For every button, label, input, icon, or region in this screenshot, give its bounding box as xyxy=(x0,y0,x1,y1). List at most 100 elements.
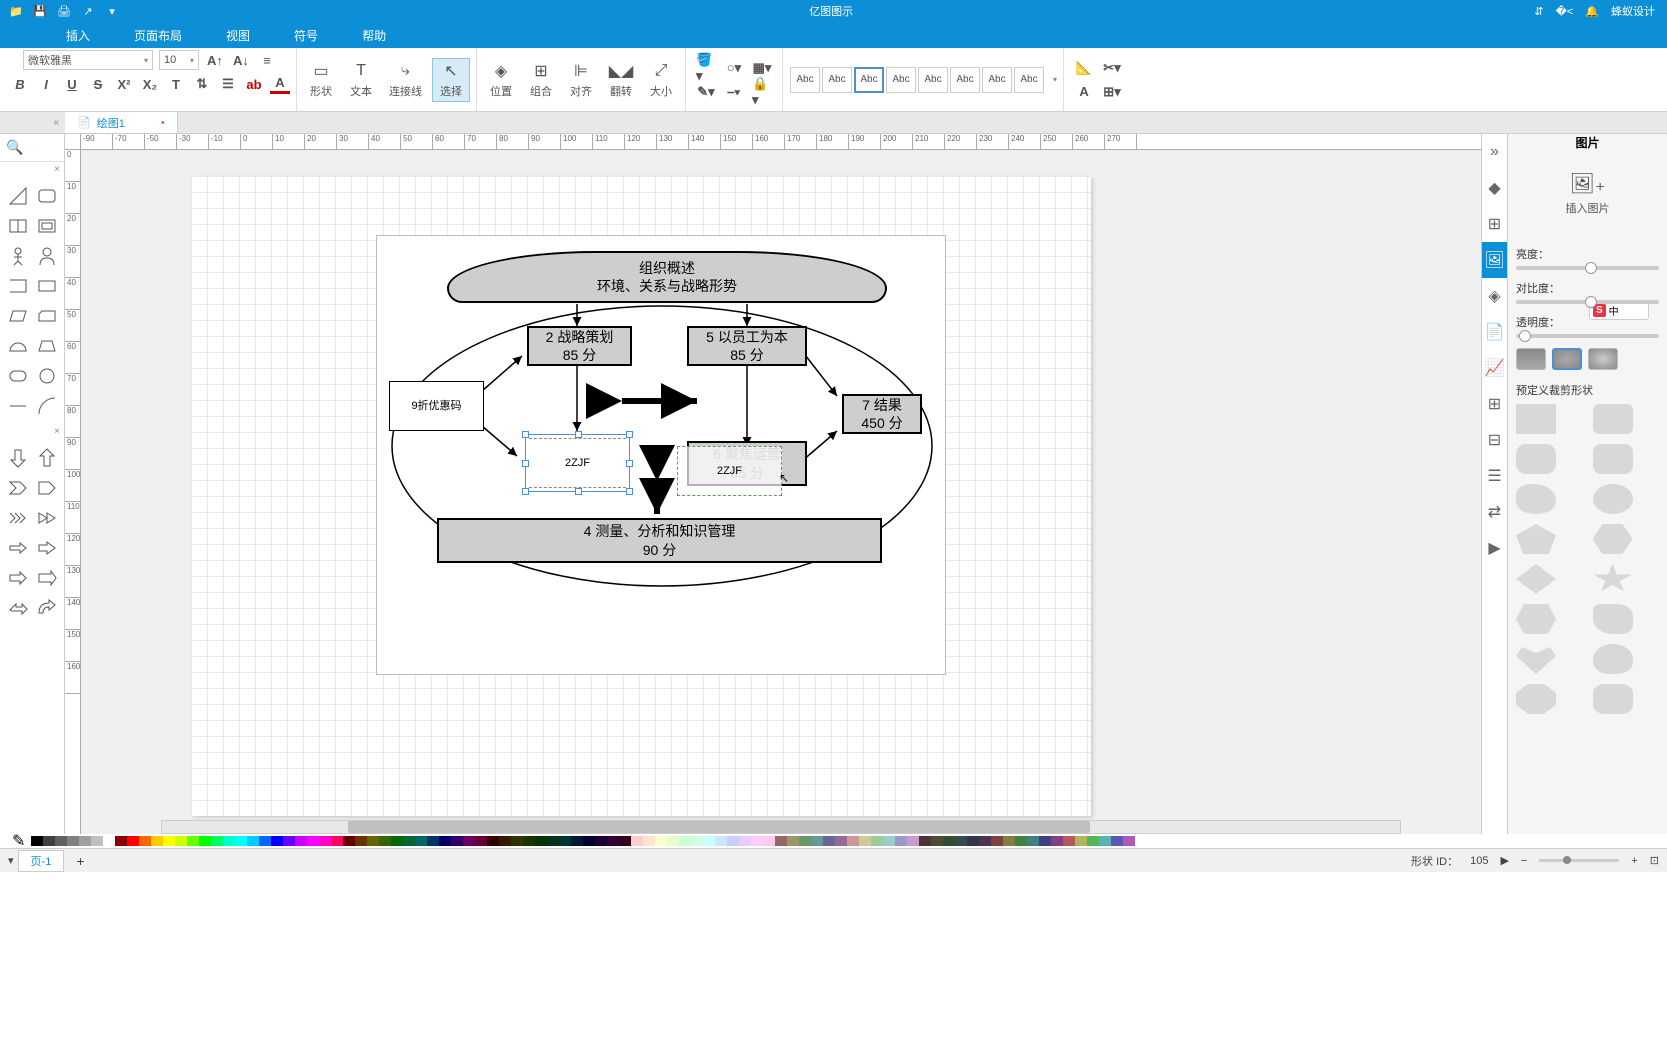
color-swatch[interactable] xyxy=(163,836,175,846)
shape-circle[interactable] xyxy=(35,364,58,388)
zoom-in-icon[interactable]: + xyxy=(1631,855,1637,867)
color-swatch[interactable] xyxy=(499,836,511,846)
color-swatch[interactable] xyxy=(943,836,955,846)
shape-outline-icon[interactable]: ○▾ xyxy=(724,58,744,78)
share-icon[interactable]: �< xyxy=(1556,5,1574,18)
font-increase-icon[interactable]: A↑ xyxy=(205,50,225,70)
color-swatch[interactable] xyxy=(799,836,811,846)
color-swatch[interactable] xyxy=(199,836,211,846)
canvas[interactable]: 组织概述 环境、关系与战略形势 2 战略策划 85 分 5 以员工为本 85 分 xyxy=(81,150,1481,834)
shape-chevron[interactable] xyxy=(6,476,29,500)
color-swatch[interactable] xyxy=(859,836,871,846)
shape-arc[interactable] xyxy=(35,394,58,418)
menu-symbol[interactable]: 符号 xyxy=(272,22,340,48)
crop-rect[interactable] xyxy=(1516,404,1556,434)
menu-view[interactable]: 视图 xyxy=(204,22,272,48)
crop-badge[interactable] xyxy=(1593,604,1633,634)
color-swatch[interactable] xyxy=(979,836,991,846)
fit-page-icon[interactable]: ⊡ xyxy=(1650,854,1659,867)
color-swatch[interactable] xyxy=(43,836,55,846)
color-swatch[interactable] xyxy=(631,836,643,846)
shape-arrow-curved[interactable] xyxy=(35,596,58,620)
ruler-icon[interactable]: 📐 xyxy=(1074,58,1094,78)
menu-layout[interactable]: 页面布局 xyxy=(112,22,204,48)
flowchart-box-4[interactable]: 4 测量、分析和知识管理 90 分 xyxy=(437,518,882,563)
close-icon[interactable]: × xyxy=(54,426,60,437)
connector-tool[interactable]: ⤷ 连接线 xyxy=(383,59,428,101)
underline-icon[interactable]: U xyxy=(62,74,82,94)
menu-help[interactable]: 帮助 xyxy=(340,22,408,48)
shape-arrow-right[interactable] xyxy=(35,536,58,560)
color-swatch[interactable] xyxy=(667,836,679,846)
color-swatch[interactable] xyxy=(835,836,847,846)
flowchart-box-7[interactable]: 7 结果 450 分 xyxy=(842,394,922,434)
export-icon[interactable]: ↗ xyxy=(80,3,96,19)
font-color-icon[interactable]: A xyxy=(270,74,290,94)
color-swatch[interactable] xyxy=(1039,836,1051,846)
color-swatch[interactable] xyxy=(139,836,151,846)
color-swatch[interactable] xyxy=(655,836,667,846)
color-swatch[interactable] xyxy=(235,836,247,846)
color-swatch[interactable] xyxy=(187,836,199,846)
eyedropper-icon[interactable]: ✎ xyxy=(12,831,25,851)
search-icon[interactable]: 🔍 xyxy=(6,139,23,156)
strikethrough-icon[interactable]: S xyxy=(88,74,108,94)
color-swatch[interactable] xyxy=(703,836,715,846)
shuffle-icon[interactable]: ⇄ xyxy=(1482,494,1507,530)
color-swatch[interactable] xyxy=(487,836,499,846)
color-swatch[interactable] xyxy=(79,836,91,846)
shape-arrow-up[interactable] xyxy=(35,446,58,470)
shape-arrow-bent[interactable] xyxy=(6,596,29,620)
line-color-icon[interactable]: ✎▾ xyxy=(696,82,716,102)
color-swatch[interactable] xyxy=(571,836,583,846)
color-swatch[interactable] xyxy=(115,836,127,846)
color-swatch[interactable] xyxy=(1123,836,1135,846)
color-swatch[interactable] xyxy=(1099,836,1111,846)
color-swatch[interactable] xyxy=(127,836,139,846)
color-swatch[interactable] xyxy=(535,836,547,846)
crop-hex2[interactable] xyxy=(1516,604,1556,634)
crop-rounded[interactable] xyxy=(1593,404,1633,434)
expand-panel-icon[interactable]: » xyxy=(1482,134,1507,170)
align-tool[interactable]: ⊫ 对齐 xyxy=(563,59,599,101)
data-panel-icon[interactable]: ⊟ xyxy=(1482,422,1507,458)
components-panel-icon[interactable]: ⊞ xyxy=(1482,206,1507,242)
color-swatch[interactable] xyxy=(823,836,835,846)
line-spacing-icon[interactable]: ⇅ xyxy=(192,74,212,94)
page-panel-icon[interactable]: 📄 xyxy=(1482,314,1507,350)
shape-triangle[interactable] xyxy=(6,184,29,208)
color-swatch[interactable] xyxy=(727,836,739,846)
color-swatch[interactable] xyxy=(1015,836,1027,846)
shape-arrow-block[interactable] xyxy=(35,566,58,590)
print-icon[interactable]: 🖨 xyxy=(56,3,72,19)
highlight-icon[interactable]: ab xyxy=(244,74,264,94)
filter-thumb-3[interactable] xyxy=(1588,348,1618,370)
size-tool[interactable]: ⤢ 大小 xyxy=(643,59,679,101)
color-swatch[interactable] xyxy=(151,836,163,846)
zoom-out-icon[interactable]: − xyxy=(1521,855,1527,867)
color-swatch[interactable] xyxy=(175,836,187,846)
color-swatch[interactable] xyxy=(643,836,655,846)
flowchart-box-9[interactable]: 9折优惠码 xyxy=(389,381,484,431)
shape-pentagon-right[interactable] xyxy=(35,476,58,500)
color-swatch[interactable] xyxy=(691,836,703,846)
color-swatch[interactable] xyxy=(55,836,67,846)
insert-image-button[interactable]: 🖼₊ 插入图片 xyxy=(1508,159,1667,228)
shape-person[interactable] xyxy=(6,244,29,268)
color-swatch[interactable] xyxy=(259,836,271,846)
color-swatch[interactable] xyxy=(523,836,535,846)
color-swatch[interactable] xyxy=(427,836,439,846)
lock-icon[interactable]: 🔒▾ xyxy=(752,82,772,102)
image-panel-icon[interactable]: 🖼 xyxy=(1482,242,1507,278)
shape-trapezoid[interactable] xyxy=(35,334,58,358)
open-icon[interactable]: 📁 xyxy=(8,3,24,19)
sync-icon[interactable]: ⇵ xyxy=(1534,5,1543,18)
color-swatch[interactable] xyxy=(271,836,283,846)
dragging-shape[interactable]: 2ZJF ↖ xyxy=(677,446,782,496)
filter-thumb-2[interactable] xyxy=(1552,348,1582,370)
color-swatch[interactable] xyxy=(1051,836,1063,846)
shape-rounded-rect[interactable] xyxy=(35,184,58,208)
shape-frame[interactable] xyxy=(35,214,58,238)
color-swatch[interactable] xyxy=(451,836,463,846)
text-format-icon[interactable]: A xyxy=(1074,82,1094,102)
